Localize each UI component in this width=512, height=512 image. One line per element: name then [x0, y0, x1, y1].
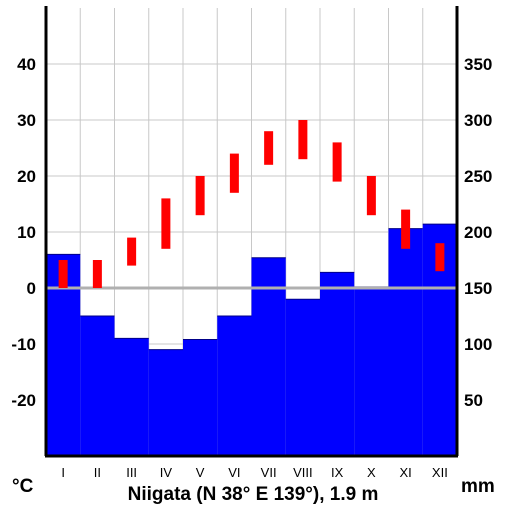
- right-axis-tick-labels: 350 300 250 200 150 100 50: [464, 55, 492, 410]
- month-label: V: [196, 465, 205, 480]
- precipitation-bar: [285, 299, 320, 456]
- precipitation-bar: [148, 349, 183, 456]
- right-tick-label: 150: [464, 279, 492, 298]
- month-label: I: [61, 465, 65, 480]
- temperature-range-bar: [161, 198, 171, 249]
- left-tick-label: 40: [17, 55, 36, 74]
- left-tick-label: 30: [17, 111, 36, 130]
- right-tick-label: 50: [464, 391, 483, 410]
- precipitation-bar: [80, 316, 115, 456]
- precipitation-bar: [183, 339, 218, 456]
- temperature-range-bars: [58, 120, 445, 288]
- month-label: VII: [261, 465, 277, 480]
- temperature-range-bar: [229, 153, 239, 193]
- temperature-range-bar: [401, 209, 411, 249]
- temperature-range-bar: [127, 237, 137, 266]
- right-tick-label: 100: [464, 335, 492, 354]
- precipitation-bar: [114, 338, 149, 456]
- month-label: II: [94, 465, 101, 480]
- precipitation-bar: [354, 286, 389, 456]
- left-tick-label: -20: [11, 391, 36, 410]
- left-tick-label: 0: [27, 279, 36, 298]
- month-label: VI: [228, 465, 240, 480]
- left-tick-label: 20: [17, 167, 36, 186]
- month-label: III: [126, 465, 137, 480]
- temperature-range-bar: [58, 260, 68, 288]
- month-label: VIII: [293, 465, 313, 480]
- right-axis-unit: mm: [461, 476, 495, 497]
- left-axis-unit: °C: [12, 476, 34, 497]
- chart-title: Niigata (N 38° E 139°), 1.9 m: [128, 484, 379, 505]
- left-axis-tick-labels: 40 30 20 10 0 -10 -20: [11, 55, 36, 410]
- temperature-range-bar: [264, 131, 274, 165]
- temperature-range-bar: [366, 176, 376, 216]
- right-tick-label: 350: [464, 55, 492, 74]
- month-label: X: [367, 465, 376, 480]
- month-label: XI: [399, 465, 411, 480]
- month-labels: I II III IV V VI VII VIII IX X XI XII: [61, 465, 448, 480]
- precipitation-bars: [46, 223, 457, 456]
- temperature-range-bar: [435, 243, 445, 272]
- temperature-range-bar: [195, 176, 205, 216]
- right-tick-label: 250: [464, 167, 492, 186]
- temperature-range-bar: [298, 120, 308, 160]
- month-label: IV: [160, 465, 173, 480]
- right-tick-label: 300: [464, 111, 492, 130]
- precipitation-bar: [251, 257, 286, 456]
- precipitation-bar: [388, 228, 423, 456]
- precipitation-bar: [217, 316, 252, 456]
- temperature-range-bar: [92, 260, 102, 288]
- left-tick-label: 10: [17, 223, 36, 242]
- axes: [44, 6, 459, 458]
- right-tick-label: 200: [464, 223, 492, 242]
- left-tick-label: -10: [11, 335, 36, 354]
- month-label: XII: [432, 465, 448, 480]
- precipitation-bar: [320, 272, 355, 456]
- temperature-range-bar: [332, 142, 342, 182]
- month-label: IX: [331, 465, 344, 480]
